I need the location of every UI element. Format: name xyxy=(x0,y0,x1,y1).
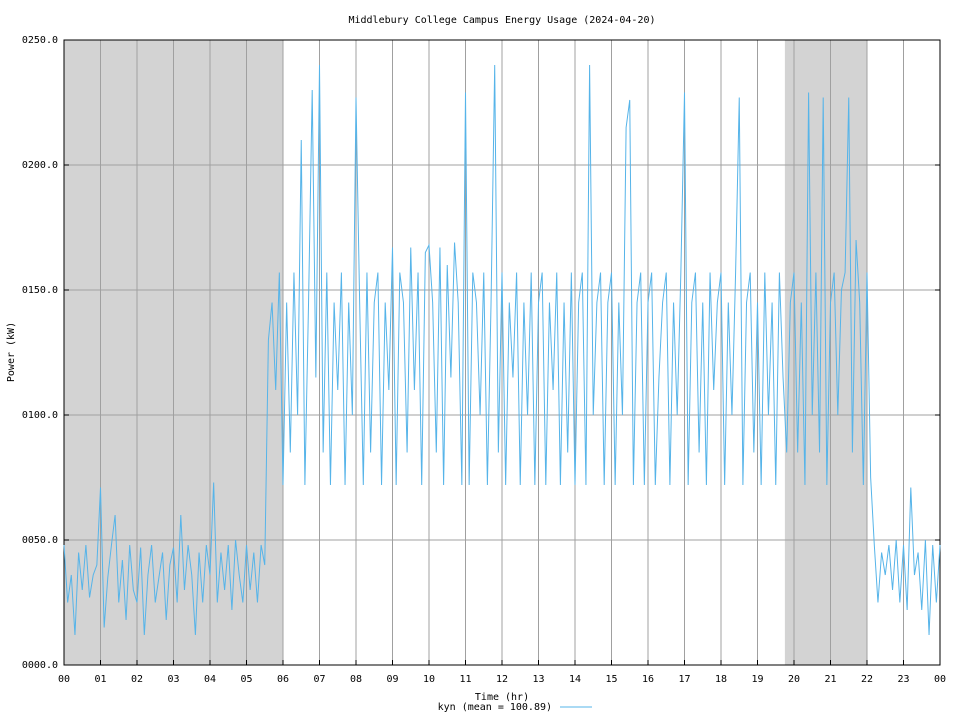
y-tick-label: 0050.0 xyxy=(22,535,58,546)
y-tick-label: 0100.0 xyxy=(22,410,58,421)
y-tick-label: 0250.0 xyxy=(22,35,58,46)
x-tick-label: 03 xyxy=(167,674,179,685)
x-tick-label: 00 xyxy=(58,674,70,685)
x-tick-label: 08 xyxy=(350,674,362,685)
x-tick-label: 00 xyxy=(934,674,946,685)
y-tick-label: 0200.0 xyxy=(22,160,58,171)
x-tick-label: 02 xyxy=(131,674,143,685)
x-tick-label: 04 xyxy=(204,674,216,685)
x-tick-label: 21 xyxy=(824,674,836,685)
x-tick-label: 15 xyxy=(605,674,617,685)
x-tick-label: 09 xyxy=(386,674,398,685)
x-axis-label: Time (hr) xyxy=(475,692,529,703)
x-tick-label: 07 xyxy=(313,674,325,685)
y-tick-label: 0150.0 xyxy=(22,285,58,296)
x-tick-label: 18 xyxy=(715,674,727,685)
plot-frame xyxy=(63,39,941,666)
y-axis-label: Power (kW) xyxy=(6,322,17,382)
legend-label: kyn (mean = 100.89) xyxy=(438,702,552,713)
y-tick-label: 0000.0 xyxy=(22,660,58,671)
x-tick-label: 20 xyxy=(788,674,800,685)
x-tick-label: 12 xyxy=(496,674,508,685)
x-tick-label: 22 xyxy=(861,674,873,685)
x-tick-label: 13 xyxy=(532,674,544,685)
x-tick-label: 16 xyxy=(642,674,654,685)
x-tick-label: 19 xyxy=(751,674,763,685)
series-line xyxy=(63,64,941,636)
x-tick-label: 01 xyxy=(94,674,106,685)
x-tick-label: 11 xyxy=(459,674,471,685)
chart-title: Middlebury College Campus Energy Usage (… xyxy=(348,15,655,26)
x-tick-label: 17 xyxy=(678,674,690,685)
x-tick-label: 23 xyxy=(897,674,909,685)
x-tick-label: 06 xyxy=(277,674,289,685)
x-tick-label: 14 xyxy=(569,674,581,685)
x-tick-label: 05 xyxy=(240,674,252,685)
x-tick-label: 10 xyxy=(423,674,435,685)
